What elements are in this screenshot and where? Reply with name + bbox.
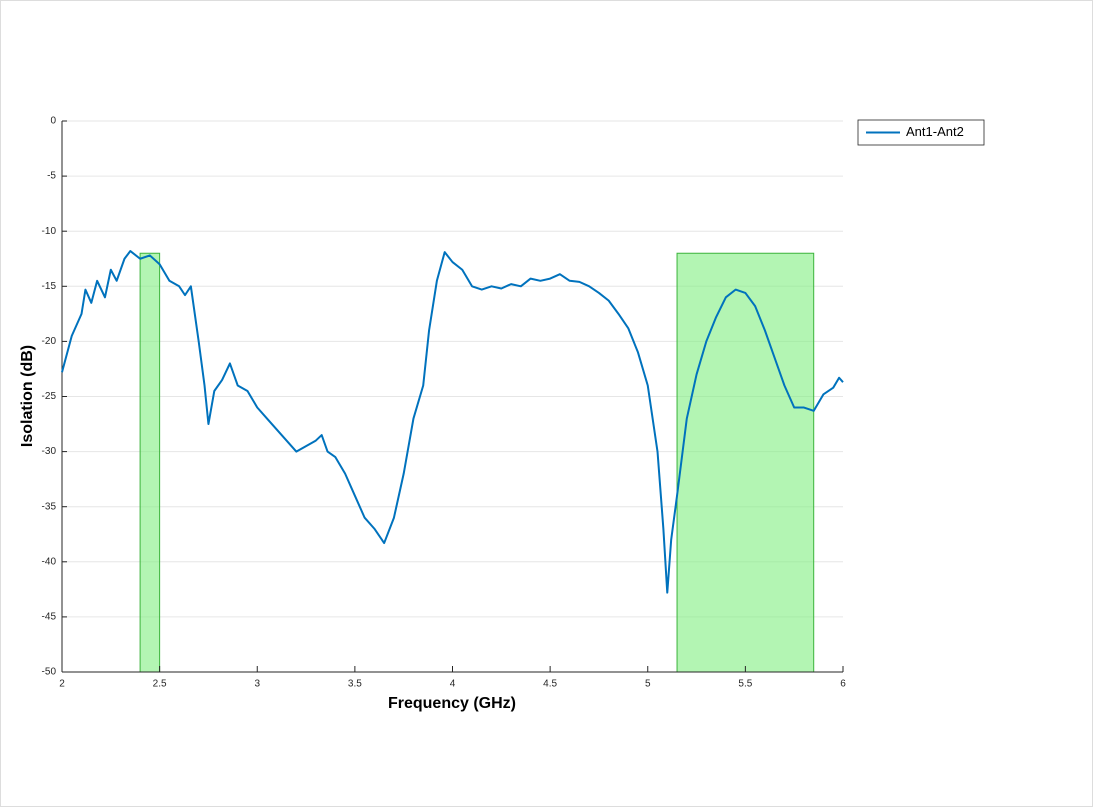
x-tick-label: 6: [840, 679, 846, 690]
y-tick-label: -25: [42, 391, 57, 402]
shaded-band: [676, 252, 815, 673]
y-tick-label: -10: [42, 226, 57, 237]
data-line: [61, 250, 844, 594]
y-tick-label: -50: [42, 667, 57, 678]
x-tick-label: 5.5: [738, 679, 752, 690]
y-tick-label: -15: [42, 281, 57, 292]
x-tick-label: 2.5: [153, 679, 167, 690]
x-tick-label: 3.5: [348, 679, 362, 690]
y-tick-label: -40: [42, 556, 57, 567]
shaded-band: [139, 252, 161, 673]
y-tick-label: 0: [50, 116, 56, 127]
y-axis-title: Isolation (dB): [19, 345, 36, 447]
legend-label: Ant1-Ant2: [906, 124, 964, 139]
x-tick-label: 5: [645, 679, 651, 690]
x-tick-label: 4.5: [543, 679, 557, 690]
y-tick-label: -20: [42, 336, 57, 347]
x-tick-label: 2: [59, 679, 65, 690]
x-axis-title: Frequency (GHz): [388, 695, 516, 712]
y-tick-label: -5: [47, 171, 56, 182]
y-tick-label: -35: [42, 501, 57, 512]
y-tick-label: -30: [42, 446, 57, 457]
x-tick-label: 3: [254, 679, 260, 690]
x-tick-label: 4: [450, 679, 456, 690]
y-tick-label: -45: [42, 612, 57, 623]
